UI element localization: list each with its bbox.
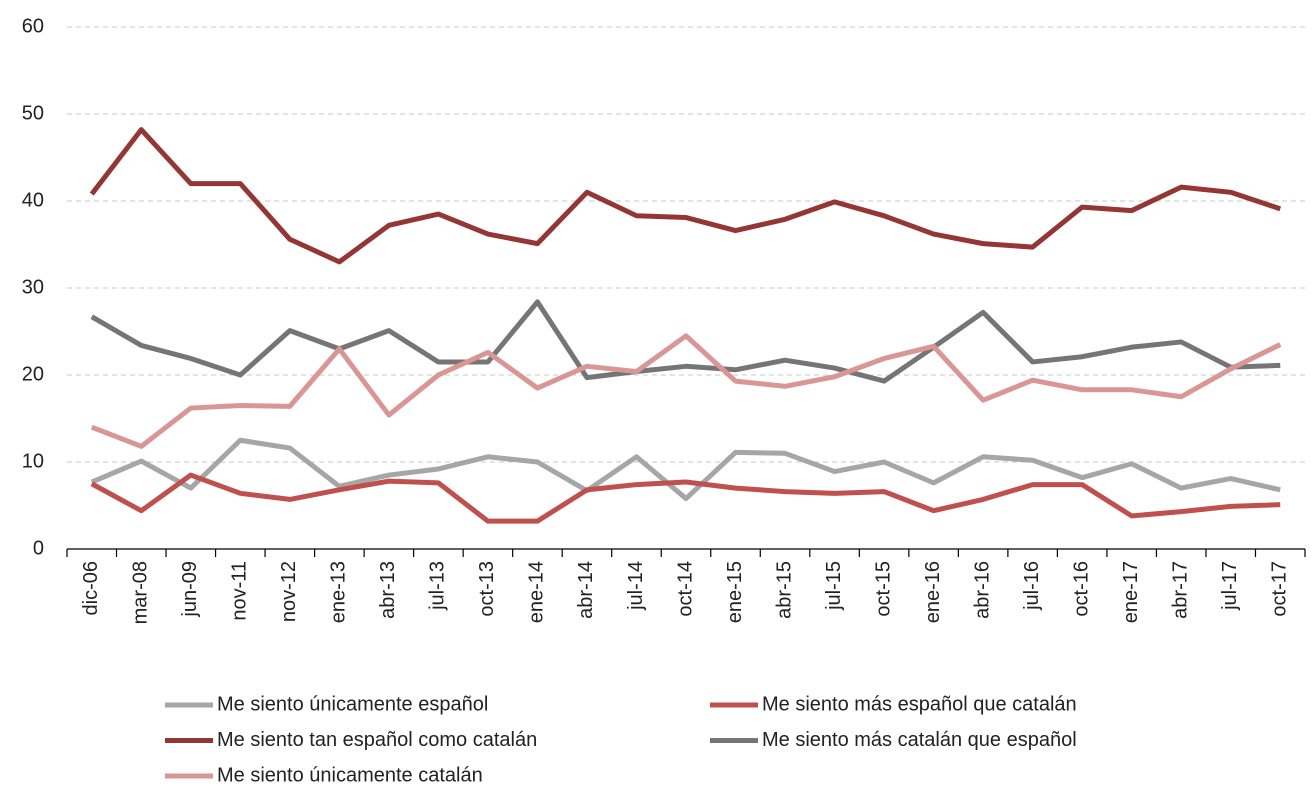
y-tick-label: 30 bbox=[22, 276, 44, 298]
x-tick-label: jul-14 bbox=[625, 561, 647, 611]
legend-label: Me siento más catalán que español bbox=[762, 729, 1077, 751]
x-tick-label: jul-16 bbox=[1021, 561, 1043, 611]
series-line bbox=[89, 127, 1282, 265]
x-tick-label: oct-17 bbox=[1269, 561, 1291, 617]
series-line bbox=[90, 333, 1282, 449]
x-tick-label: abr-13 bbox=[377, 561, 399, 619]
x-tick-label: oct-14 bbox=[674, 561, 696, 617]
x-tick-label: oct-16 bbox=[1070, 561, 1092, 617]
x-tick-label: ene-13 bbox=[328, 561, 350, 623]
x-tick-label: nov-11 bbox=[229, 561, 251, 621]
x-tick-label: ene-15 bbox=[724, 561, 746, 623]
x-tick-label: dic-06 bbox=[80, 561, 102, 615]
y-tick-label: 60 bbox=[22, 15, 44, 37]
series-line bbox=[90, 472, 1281, 524]
x-tick-label: ene-17 bbox=[1120, 561, 1142, 623]
y-tick-label: 0 bbox=[33, 537, 44, 559]
legend-label: Me siento más español que catalán bbox=[762, 693, 1077, 715]
legend-label: Me siento únicamente español bbox=[217, 693, 488, 715]
series-line bbox=[90, 299, 1281, 384]
x-tick-label: jun-09 bbox=[179, 561, 201, 618]
y-tick-label: 40 bbox=[22, 189, 44, 211]
legend-label: Me siento tan español como catalán bbox=[217, 729, 537, 751]
x-tick-label: abr-16 bbox=[971, 561, 993, 619]
x-tick-label: oct-13 bbox=[476, 561, 498, 617]
x-tick-label: abr-14 bbox=[575, 561, 597, 619]
x-tick-label: abr-15 bbox=[773, 561, 795, 619]
y-tick-label: 20 bbox=[22, 363, 44, 385]
x-tick-label: oct-15 bbox=[872, 561, 894, 617]
x-tick-label: ene-14 bbox=[526, 561, 548, 623]
x-tick-label: ene-16 bbox=[922, 561, 944, 623]
legend-label: Me siento únicamente catalán bbox=[217, 764, 483, 786]
x-tick-label: jul-13 bbox=[427, 561, 449, 611]
x-tick-label: jul-17 bbox=[1219, 561, 1241, 611]
y-tick-label: 10 bbox=[22, 450, 44, 472]
series-line bbox=[90, 437, 1281, 502]
x-tick-label: abr-17 bbox=[1169, 561, 1191, 619]
x-tick-label: jul-15 bbox=[823, 561, 845, 611]
y-tick-label: 50 bbox=[22, 102, 44, 124]
x-tick-label: mar-08 bbox=[130, 561, 152, 624]
x-tick-label: nov-12 bbox=[278, 561, 300, 622]
